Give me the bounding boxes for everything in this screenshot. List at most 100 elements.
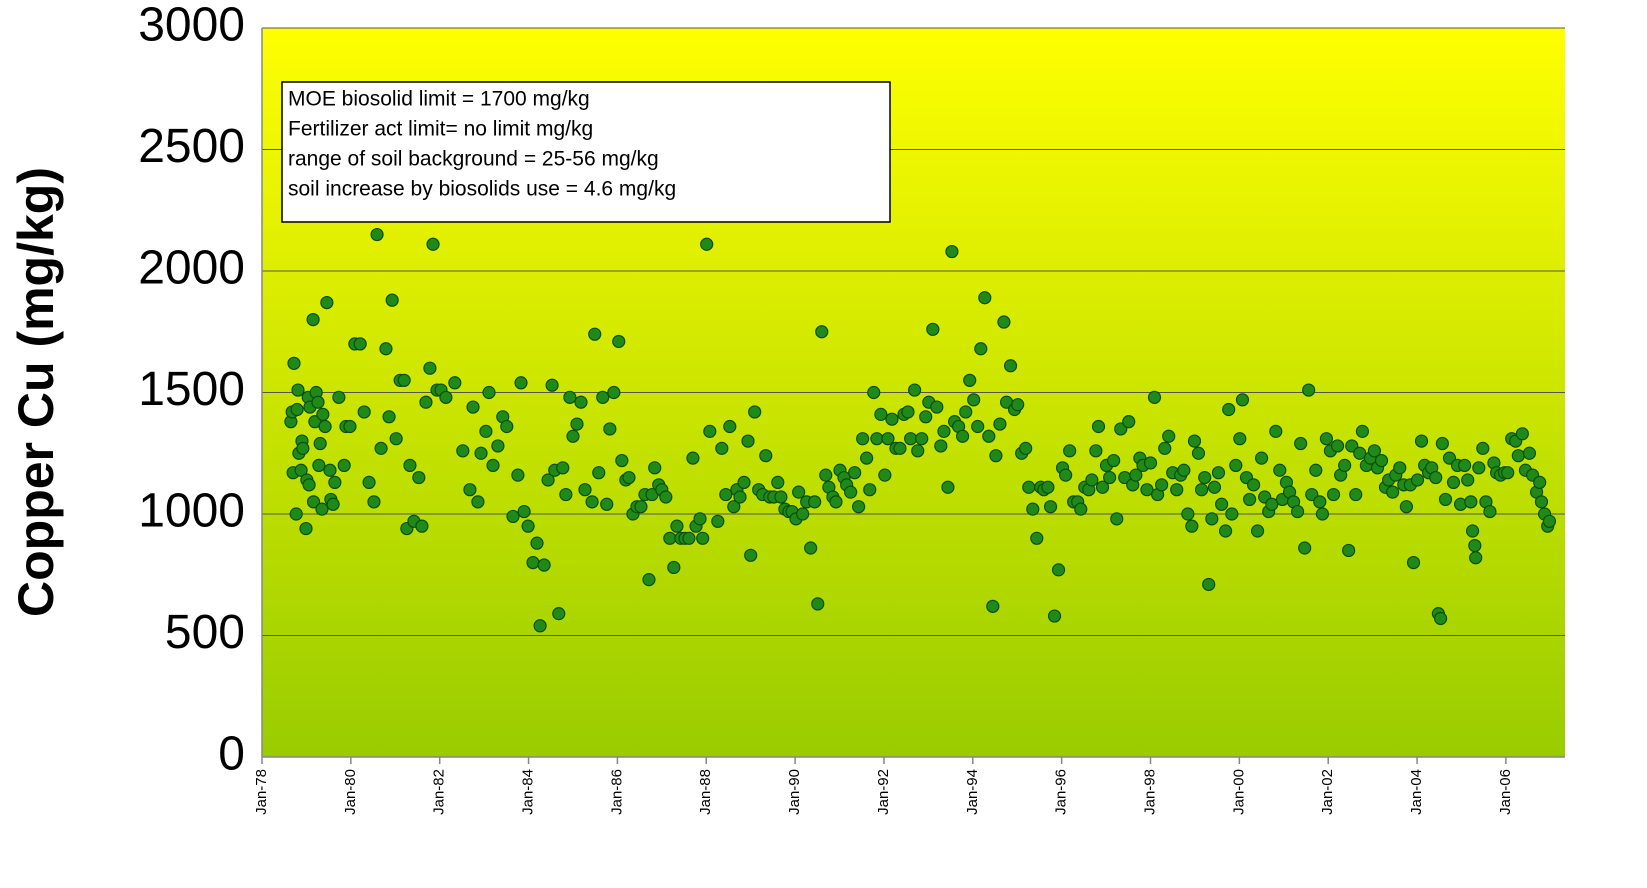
point — [1457, 458, 1472, 472]
point — [1162, 429, 1176, 443]
annotation-line: soil increase by biosolids use = 4.6 mg/… — [288, 178, 676, 201]
point — [1374, 453, 1389, 468]
point — [290, 402, 304, 417]
point — [856, 432, 870, 446]
point — [703, 424, 717, 438]
point — [848, 466, 862, 480]
point — [893, 441, 907, 455]
point — [1185, 519, 1199, 533]
point — [521, 519, 535, 533]
point — [723, 419, 737, 434]
point — [1315, 507, 1330, 521]
point — [603, 422, 617, 436]
point — [1170, 483, 1184, 497]
point — [362, 475, 376, 490]
point — [1205, 512, 1219, 526]
point — [397, 373, 411, 387]
point — [860, 451, 874, 465]
x-tick-label: Jan-06 — [1497, 769, 1514, 815]
point — [1177, 463, 1191, 477]
x-tick-label: Jan-92 — [875, 769, 892, 815]
point — [306, 495, 321, 509]
point — [439, 390, 453, 404]
point — [1290, 504, 1305, 519]
point — [415, 519, 429, 533]
point — [1122, 415, 1136, 429]
point — [332, 390, 346, 404]
point — [874, 407, 888, 421]
point — [367, 495, 381, 509]
point — [1319, 432, 1334, 446]
point — [1472, 461, 1486, 475]
point — [382, 410, 396, 424]
point — [600, 497, 614, 511]
point — [289, 507, 303, 521]
point — [1194, 483, 1209, 497]
point — [1074, 502, 1088, 516]
point — [1326, 487, 1341, 502]
point — [419, 395, 433, 409]
point — [881, 432, 895, 446]
point — [1019, 441, 1033, 455]
point — [804, 541, 818, 555]
point — [412, 470, 426, 485]
y-tick-label: 3000 — [138, 0, 245, 52]
point — [1438, 492, 1453, 507]
point — [486, 458, 500, 472]
point — [559, 487, 573, 502]
point — [403, 458, 417, 472]
point — [1235, 393, 1250, 407]
point — [343, 419, 357, 434]
point — [1225, 507, 1239, 521]
point — [506, 509, 520, 524]
point — [1501, 466, 1515, 480]
point — [556, 461, 570, 475]
point — [915, 432, 929, 446]
point — [511, 468, 525, 482]
point — [588, 327, 602, 341]
point — [385, 293, 399, 307]
point — [574, 395, 588, 409]
point — [1222, 402, 1236, 417]
point — [463, 483, 477, 497]
point — [1059, 468, 1073, 482]
point — [1533, 475, 1547, 490]
point — [1294, 436, 1308, 451]
point — [930, 400, 944, 414]
y-tick-label: 500 — [165, 606, 245, 659]
point — [315, 502, 329, 516]
point — [1367, 444, 1382, 458]
x-tick-label: Jan-04 — [1408, 769, 1425, 815]
point — [1140, 483, 1154, 497]
point — [670, 519, 684, 533]
point — [456, 444, 470, 458]
y-tick-label: 0 — [218, 728, 245, 781]
point — [479, 424, 493, 438]
point — [552, 607, 566, 621]
point — [622, 470, 636, 485]
point — [974, 342, 988, 356]
point — [796, 507, 810, 521]
point — [299, 521, 313, 536]
x-tick-label: Jan-96 — [1053, 769, 1070, 815]
point — [320, 295, 334, 310]
point — [541, 473, 555, 487]
point — [1414, 434, 1429, 448]
point — [727, 500, 741, 514]
point — [815, 325, 829, 339]
point — [1446, 475, 1461, 490]
point — [1250, 524, 1265, 538]
point — [578, 483, 592, 497]
point — [715, 441, 729, 455]
point — [1298, 541, 1312, 555]
point — [634, 500, 648, 514]
point — [1242, 492, 1257, 507]
point — [1043, 500, 1058, 514]
point — [533, 619, 547, 633]
point — [901, 405, 915, 419]
point — [1155, 478, 1169, 492]
point — [997, 315, 1011, 329]
annotation-line: range of soil background = 25-56 mg/kg — [288, 148, 659, 171]
point — [353, 337, 367, 351]
